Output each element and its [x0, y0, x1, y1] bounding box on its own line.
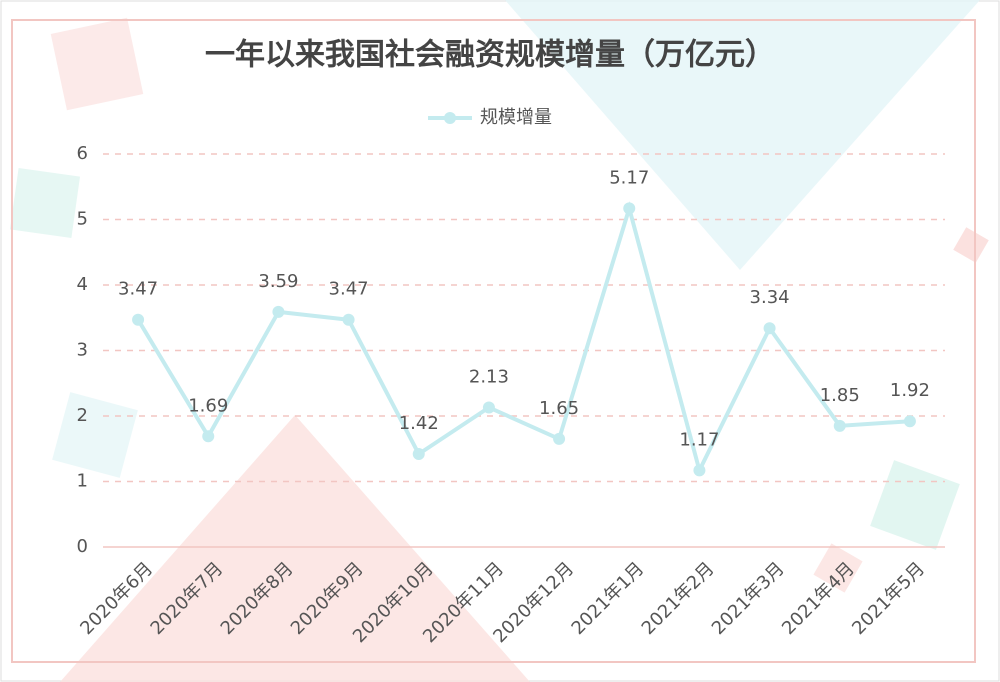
- decor-square: [953, 227, 989, 263]
- point: [833, 419, 846, 432]
- y-tick-label: 5: [77, 209, 88, 230]
- point: [623, 202, 636, 215]
- data-label: 3.59: [258, 271, 298, 292]
- point: [132, 313, 145, 326]
- data-label: 1.92: [890, 380, 930, 401]
- decor-square: [50, 17, 144, 111]
- series-line: [136, 201, 911, 477]
- decor-square: [52, 392, 138, 478]
- decor-triangle: [60, 415, 530, 682]
- y-tick-label: 3: [77, 340, 88, 361]
- point: [202, 430, 215, 443]
- y-tick-label: 1: [77, 471, 88, 492]
- point: [693, 464, 706, 477]
- chart-title: 一年以来我国社会融资规模增量（万亿元）: [205, 38, 775, 73]
- y-tick-label: 6: [77, 143, 88, 164]
- point: [342, 313, 355, 326]
- y-tick-label: 2: [77, 405, 88, 426]
- data-label: 3.47: [329, 279, 369, 300]
- decor-square: [870, 460, 960, 550]
- point: [903, 415, 916, 428]
- decor-square: [9, 167, 81, 239]
- data-label: 1.17: [679, 429, 719, 450]
- point: [553, 432, 566, 445]
- point: [272, 305, 285, 318]
- data-label: 1.42: [399, 413, 439, 434]
- data-label: 3.47: [118, 279, 158, 300]
- y-tick-label: 0: [77, 536, 88, 557]
- point: [763, 322, 776, 335]
- point: [482, 401, 495, 414]
- decor-triangle: [505, 0, 980, 270]
- frame: [11, 19, 976, 663]
- legend-marker: [444, 112, 456, 124]
- y-tick-label: 4: [77, 274, 88, 295]
- data-label: 5.17: [609, 167, 649, 188]
- point: [412, 447, 425, 460]
- data-label: 1.65: [539, 398, 579, 419]
- data-label: 1.85: [820, 385, 860, 406]
- legend-label: 规模增量: [480, 107, 552, 128]
- data-label: 1.69: [188, 395, 228, 416]
- data-label: 2.13: [469, 366, 509, 387]
- data-label: 3.34: [750, 287, 790, 308]
- decor-square: [813, 543, 863, 593]
